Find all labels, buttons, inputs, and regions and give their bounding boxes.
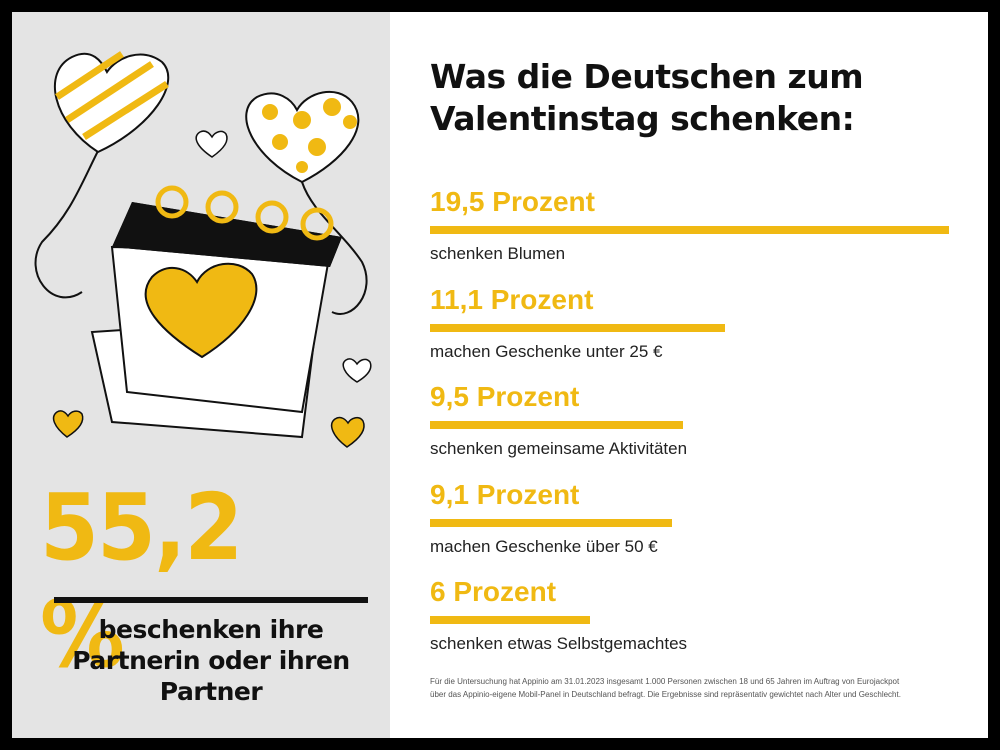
right-panel: Was die Deutschen zum Valentinstag schen… (390, 12, 988, 738)
bar-value-label: 6 Prozent (430, 576, 557, 607)
bar-item: 6 Prozent schenken etwas Selbstgemachtes (430, 574, 687, 654)
bar-value-label: 11,1 Prozent (430, 284, 594, 315)
bar-value-label: 19,5 Prozent (430, 186, 595, 217)
divider (54, 597, 368, 603)
bar (430, 324, 726, 332)
bar-value-label: 9,5 Prozent (430, 381, 580, 412)
bar-category-label: schenken etwas Selbstgemachtes (430, 634, 688, 653)
bar-category-label: schenken gemeinsame Aktivitäten (430, 439, 688, 458)
calendar-icon (90, 185, 342, 439)
left-panel: 55,2 % beschenken ihre Partnerin oder ih… (12, 12, 390, 738)
bar-category-label: schenken Blumen (430, 244, 566, 263)
footnote-line: Für die Untersuchung hat Appinio am 31.0… (430, 677, 900, 686)
bar-item: 9,5 Prozent schenken gemeinsame Aktivitä… (430, 379, 687, 459)
bar (430, 616, 590, 624)
chart-title: Was die Deutschen zum Valentinstag schen… (430, 57, 864, 138)
bar-value-label: 9,1 Prozent (430, 479, 580, 510)
striped-heart-balloon-icon (54, 51, 170, 154)
headline-text: beschenken ihre Partnerin oder ihren Par… (72, 615, 350, 706)
bar-category-label: machen Geschenke über 50 € (430, 537, 658, 556)
bar-item: 9,1 Prozent machen Geschenke über 50 € (430, 477, 673, 557)
bar (430, 519, 673, 527)
bar (430, 421, 683, 429)
dotted-heart-balloon-icon (245, 91, 360, 184)
bar-category-label: machen Geschenke unter 25 € (430, 342, 663, 361)
bar (430, 226, 949, 234)
valentine-calendar-illustration (34, 51, 372, 448)
bar-item: 19,5 Prozent schenken Blumen (430, 184, 949, 264)
footnote-line: über das Appinio-eigene Mobil-Panel in D… (430, 690, 901, 699)
bar-item: 11,1 Prozent machen Geschenke unter 25 € (430, 282, 726, 362)
footnote: Für die Untersuchung hat Appinio am 31.0… (430, 675, 901, 701)
